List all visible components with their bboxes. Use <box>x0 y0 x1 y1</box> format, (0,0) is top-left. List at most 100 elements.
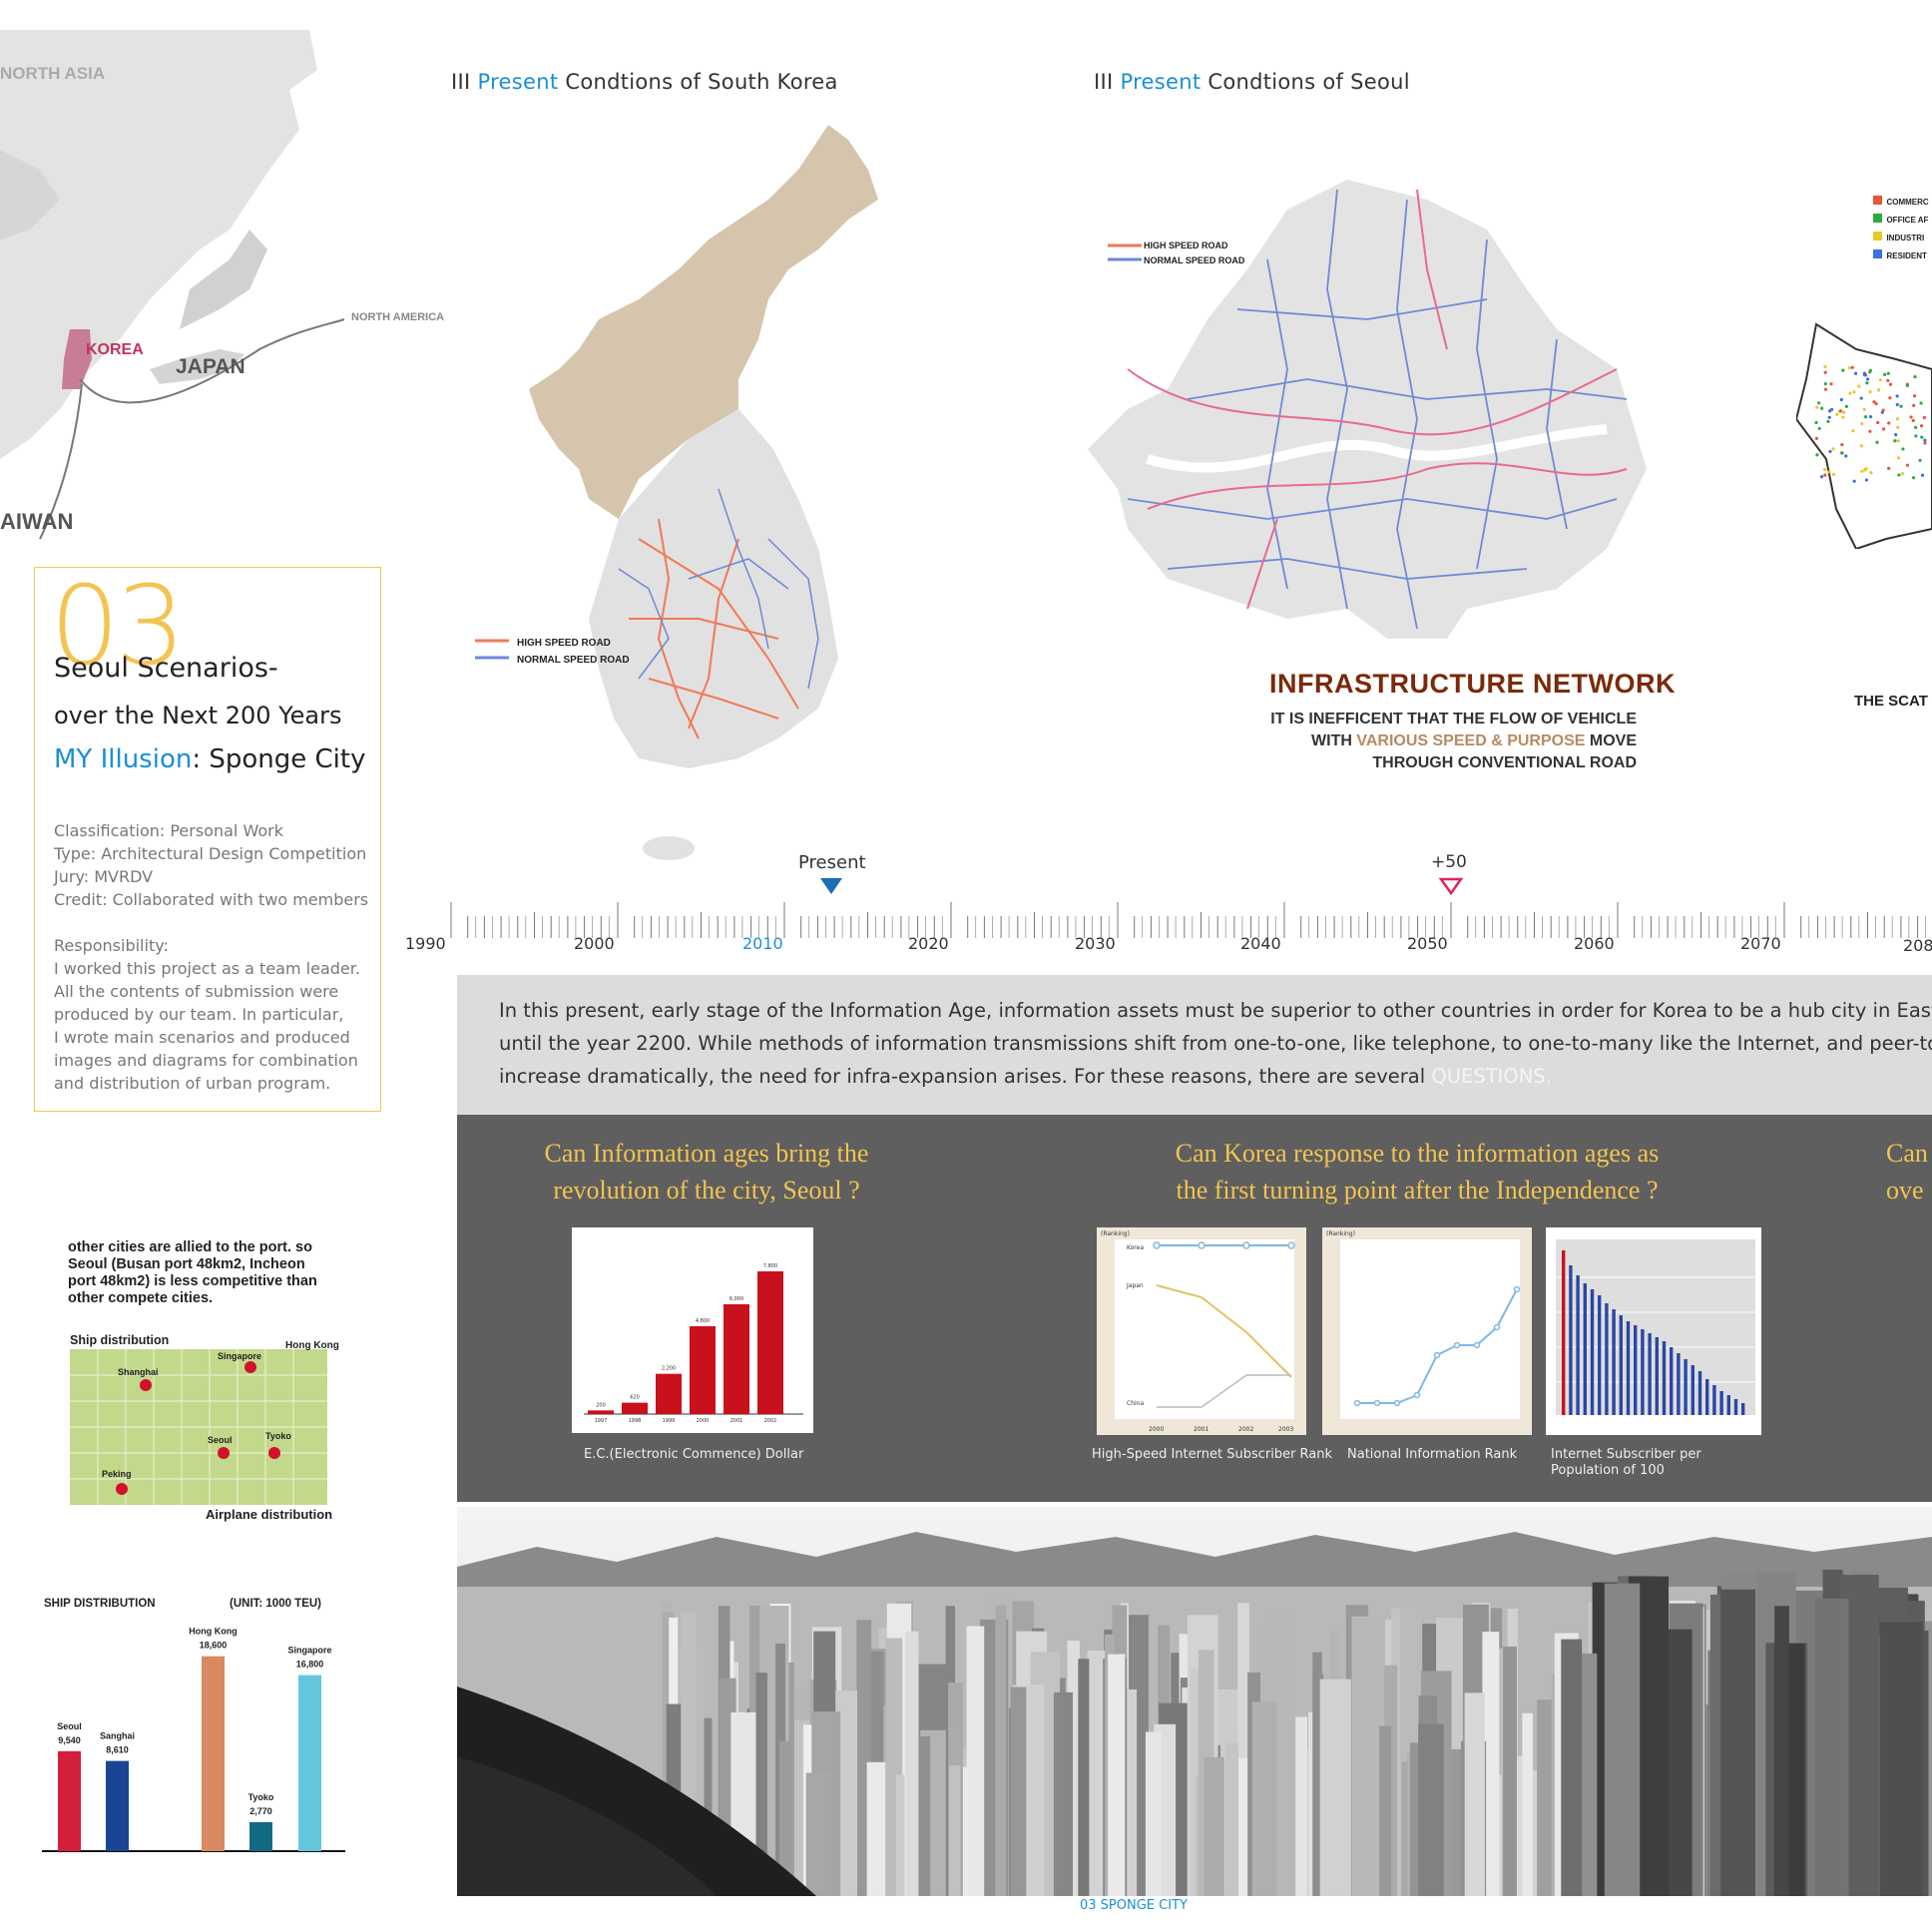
intro-line-3-text: increase dramatically, the need for infr… <box>499 1065 1432 1088</box>
ship-chart-unit: (UNIT: 1000 TEU) <box>230 1598 322 1610</box>
subscriber-bar <box>1576 1275 1580 1415</box>
building-shape <box>1087 1650 1107 1896</box>
scatter-dot <box>1868 415 1873 419</box>
building-shape <box>755 1673 767 1896</box>
ec-bar-value: 2,200 <box>662 1366 676 1372</box>
city-label: Seoul <box>208 1435 233 1445</box>
scatter-dot <box>1860 422 1864 426</box>
scatter-dot <box>1826 419 1830 423</box>
year-label: 1990 <box>405 934 446 953</box>
scatter-dot <box>1840 443 1844 447</box>
scatter-dot <box>1920 435 1924 439</box>
scatter-dot <box>1859 444 1863 448</box>
highspeed-chart-caption: High-Speed Internet Subscriber Rank <box>1092 1447 1333 1462</box>
building-shape <box>779 1740 790 1896</box>
scatter-dot <box>1841 410 1846 414</box>
year-label: 2060 <box>1574 934 1615 953</box>
seoul-legend: HIGH SPEED ROAD NORMAL SPEED ROAD <box>1144 239 1244 268</box>
project-info-card <box>34 567 381 1112</box>
ship-bar-category: Seoul <box>57 1721 82 1731</box>
illusion-highlight: MY Illusion <box>54 744 193 774</box>
subscriber-bar <box>1733 1399 1738 1415</box>
scatter-dot <box>1918 458 1922 462</box>
ship-bar-category: Sanghai <box>100 1731 135 1741</box>
scatter-dot <box>1878 378 1882 382</box>
responsibility-line: I worked this project as a team leader. <box>54 959 360 978</box>
scatter-dot <box>1835 412 1839 416</box>
legend-swatch-industrial <box>1873 232 1882 242</box>
subscriber-bar <box>1741 1403 1745 1415</box>
scatter-dot <box>1886 371 1890 375</box>
desc-line-2: WITH VARIOUS SPEED & PURPOSE MOVE <box>1198 730 1637 752</box>
scatter-dot <box>1905 383 1909 388</box>
scatter-dot <box>1857 384 1861 388</box>
ec-bar-value: 620 <box>630 1395 640 1401</box>
year-label: 2000 <box>574 934 615 953</box>
subscriber-bar <box>1634 1325 1638 1415</box>
scatter-dot <box>1851 429 1855 433</box>
scatter-dot <box>1864 478 1869 482</box>
jury: Jury: MVRDV <box>54 867 154 886</box>
seoul-section-title: III Present Condtions of Seoul <box>1094 70 1410 94</box>
scatter-dot <box>1829 407 1834 411</box>
scatter-dot <box>1859 396 1863 400</box>
hs-year: 2002 <box>1238 1426 1253 1433</box>
question-1-line-1: Can Information ages bring the <box>544 1139 869 1168</box>
scatter-dot <box>1852 390 1856 394</box>
building-shape <box>1379 1725 1392 1896</box>
scatter-dot <box>1852 479 1856 483</box>
scatter-dot <box>1865 377 1870 381</box>
scatter-dot <box>1872 400 1876 404</box>
building-shape <box>1005 1707 1015 1896</box>
building-shape <box>1251 1701 1277 1896</box>
responsibility-line: images and diagrams for combination <box>54 1051 358 1070</box>
seoul-scatter-map <box>1796 322 1932 549</box>
scatter-dot <box>1911 476 1916 480</box>
scatter-dot <box>1817 426 1821 431</box>
scatter-dot <box>1895 394 1899 398</box>
scatter-dot <box>1823 370 1827 374</box>
scatter-dot <box>1923 438 1927 442</box>
desc-line-3: THROUGH CONVENTIONAL ROAD <box>1372 754 1637 771</box>
series-label-china: China <box>1127 1400 1144 1407</box>
scatter-dot <box>1893 439 1897 443</box>
ec-bar-value: 4,800 <box>696 1318 710 1324</box>
scatter-dot <box>1899 404 1903 408</box>
building-shape <box>805 1772 831 1896</box>
scatter-dot <box>1863 468 1867 472</box>
scatter-dot <box>1831 472 1836 477</box>
scatter-dot <box>1868 389 1872 394</box>
question-3: Can ove <box>1886 1135 1932 1208</box>
scatter-dot <box>1823 387 1828 391</box>
highspeed-ylabel: (Ranking) <box>1101 1230 1130 1237</box>
ship-bar-value: 18,600 <box>200 1641 228 1651</box>
subscriber-bar <box>1605 1303 1609 1415</box>
desc-line-2-highlight: VARIOUS SPEED & PURPOSE <box>1356 732 1586 749</box>
subscriber-bar <box>1598 1295 1602 1415</box>
ec-bar <box>656 1373 682 1414</box>
seoul-legend-normal: NORMAL SPEED ROAD <box>1144 255 1245 265</box>
scatter-dot <box>1919 424 1924 428</box>
subscriber-bar <box>1641 1329 1645 1415</box>
city-label: Tyoko <box>265 1431 291 1441</box>
national-rank-chart: (Ranking) <box>1322 1227 1532 1435</box>
scatter-dot <box>1850 365 1854 369</box>
present-highlight: Present <box>1120 70 1202 94</box>
scatter-dot <box>1862 407 1866 411</box>
building-shape <box>1025 1685 1045 1896</box>
subscriber-bar <box>1619 1315 1623 1415</box>
ec-bar <box>622 1402 648 1414</box>
year-label: 2010 <box>742 934 783 953</box>
scatter-dot <box>1862 371 1867 375</box>
building-shape <box>1537 1699 1552 1896</box>
responsibility-line: and distribution of urban program. <box>54 1074 331 1093</box>
national-ylabel: (Ranking) <box>1326 1230 1355 1237</box>
scatter-dot <box>1886 378 1890 382</box>
subscriber-chart-caption: Internet Subscriber per Population of 10… <box>1551 1447 1701 1478</box>
ec-bar-category: 1999 <box>663 1418 676 1424</box>
scatter-dot <box>1922 415 1927 420</box>
subscriber-bar <box>1697 1371 1702 1415</box>
scatter-dot <box>1876 420 1880 425</box>
building-shape <box>1190 1669 1200 1896</box>
scatter-dot <box>1881 408 1885 412</box>
